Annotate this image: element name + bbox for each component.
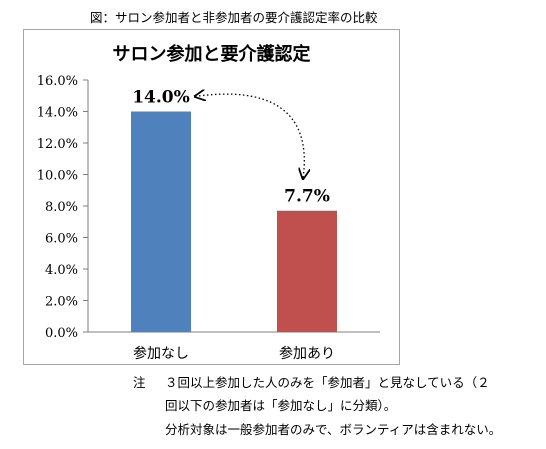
note-line-2: 回以下の参加者は「参加なし」に分類）。 — [165, 398, 397, 413]
y-tick-label: 4.0% — [45, 263, 78, 278]
note-mark: 注 — [133, 375, 146, 390]
y-tick-label: 8.0% — [45, 200, 78, 215]
y-tick-label: 10.0% — [37, 169, 78, 184]
bar-1 — [131, 111, 191, 332]
value-label: 14.0% — [132, 88, 190, 108]
y-tick-label: 14.0% — [37, 106, 78, 121]
y-tick-label: 6.0% — [45, 232, 78, 247]
value-labels: 14.0% 7.7% — [132, 88, 330, 207]
note-line-1: 注 ３回以上参加した人のみを「参加者」と見なしている（２ — [133, 372, 490, 391]
y-tick-label: 0.0% — [45, 326, 78, 341]
note-line-3: 分析対象は一般参加者のみで、ボランティアは含まれない。 — [165, 422, 502, 437]
note-text-1: ３回以上参加した人のみを「参加者」と見なしている（２ — [165, 375, 490, 390]
bar-2 — [277, 210, 337, 332]
x-tick-label: 参加あり — [279, 345, 335, 362]
y-tick-label: 16.0% — [37, 74, 78, 89]
figure-caption: 図：サロン参加者と非参加者の要介護認定率の比較 — [90, 10, 378, 25]
comparison-arrow — [195, 94, 304, 179]
y-axis: 0.0% 2.0% 4.0% 6.0% 8.0% 10.0% 12.0% 14.0% 16.0% — [37, 74, 380, 341]
value-label: 7.7% — [284, 187, 330, 207]
chart-title: サロン参加と要介護認定 — [112, 44, 311, 65]
y-tick-label: 2.0% — [45, 295, 78, 310]
y-tick-label: 12.0% — [37, 137, 78, 152]
x-tick-label: 参加なし — [133, 345, 189, 362]
bars — [131, 111, 337, 332]
chart-frame — [23, 29, 400, 365]
x-axis-labels: 参加なし 参加あり — [133, 345, 335, 362]
